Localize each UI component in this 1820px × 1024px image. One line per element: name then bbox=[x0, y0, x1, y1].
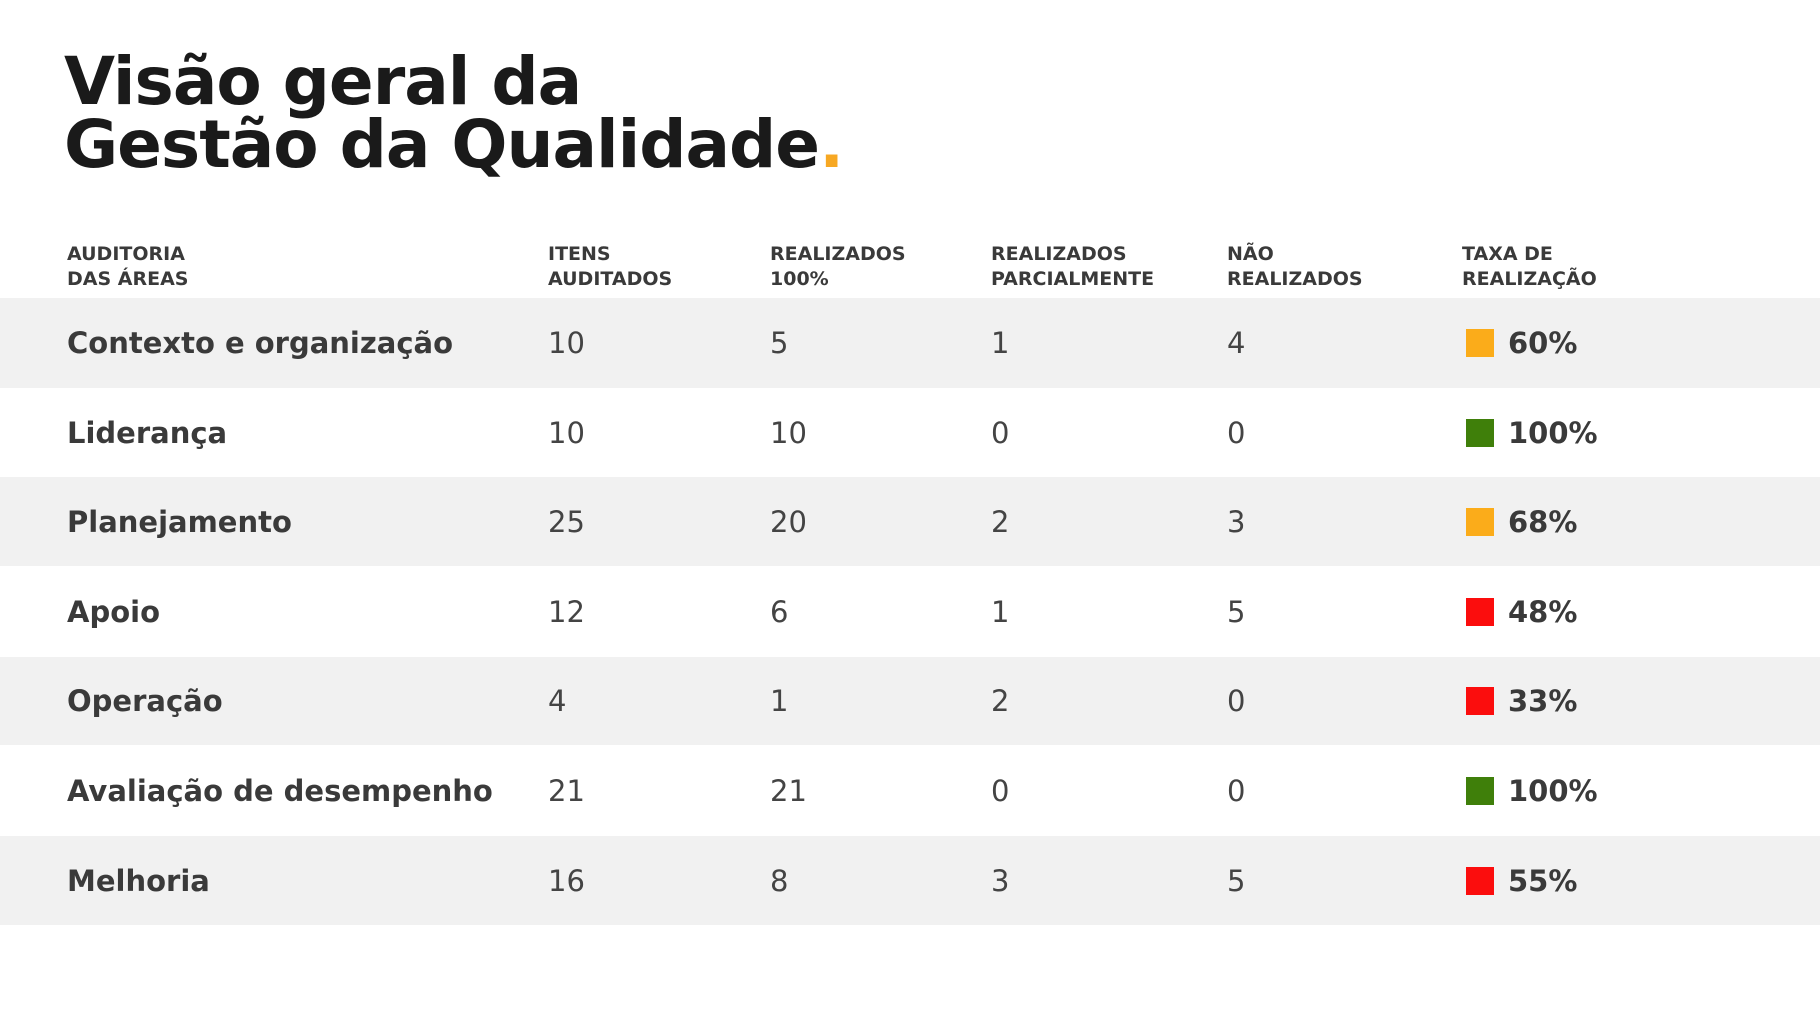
realizados-parcialmente: 3 bbox=[991, 863, 1010, 898]
header-taxa: TAXA DE REALIZAÇÃO bbox=[1462, 243, 1597, 290]
table-row: Operação 4 1 2 0 33% bbox=[0, 657, 1820, 745]
nao-realizados: 3 bbox=[1227, 504, 1246, 539]
itens-auditados: 16 bbox=[548, 863, 585, 898]
title-line-2-text: Gestão da Qualidade bbox=[64, 106, 820, 183]
area-name: Contexto e organização bbox=[67, 326, 454, 360]
itens-auditados: 4 bbox=[548, 684, 567, 718]
taxa-value: 48% bbox=[1508, 594, 1578, 629]
area-name: Melhoria bbox=[67, 863, 210, 898]
realizados-100: 5 bbox=[770, 326, 789, 360]
realizados-100: 1 bbox=[770, 684, 789, 718]
taxa-value: 33% bbox=[1508, 684, 1578, 718]
status-square-icon bbox=[1466, 418, 1494, 447]
nao-realizados: 0 bbox=[1227, 773, 1246, 808]
taxa-value: 60% bbox=[1508, 326, 1578, 360]
status-square-icon bbox=[1466, 507, 1494, 536]
table-row: Apoio 12 6 1 5 48% bbox=[0, 566, 1820, 657]
header-itens: ITENS AUDITADOS bbox=[548, 243, 673, 290]
header-parciais: REALIZADOS PARCIALMENTE bbox=[991, 243, 1155, 290]
header-auditoria: AUDITORIA DAS ÁREAS bbox=[67, 243, 189, 290]
table-row: Avaliação de desempenho 21 21 0 0 100% bbox=[0, 745, 1820, 836]
realizados-parcialmente: 2 bbox=[991, 504, 1010, 539]
table-body: Contexto e organização 10 5 1 4 60% Liderança 1… bbox=[0, 298, 1820, 925]
realizados-parcialmente: 1 bbox=[991, 326, 1010, 360]
taxa-realizacao: 68% bbox=[1462, 505, 1820, 539]
taxa-realizacao: 55% bbox=[1462, 864, 1820, 898]
nao-realizados: 0 bbox=[1227, 684, 1246, 718]
itens-auditados: 25 bbox=[548, 504, 585, 539]
itens-auditados: 12 bbox=[548, 594, 585, 629]
taxa-realizacao: 100% bbox=[1462, 416, 1820, 450]
header-realizados: REALIZADOS 100% bbox=[770, 243, 906, 290]
realizados-parcialmente: 0 bbox=[991, 773, 1010, 808]
taxa-value: 68% bbox=[1508, 504, 1578, 539]
header-nao-realizados: NÃO REALIZADOS bbox=[1227, 243, 1363, 290]
nao-realizados: 4 bbox=[1227, 326, 1246, 360]
area-name: Avaliação de desempenho bbox=[67, 773, 493, 808]
nao-realizados: 5 bbox=[1227, 863, 1246, 898]
realizados-100: 8 bbox=[770, 863, 789, 898]
area-name: Operação bbox=[67, 684, 223, 718]
itens-auditados: 21 bbox=[548, 773, 585, 808]
table-row: Liderança 10 10 0 0 100% bbox=[0, 388, 1820, 477]
table-row: Contexto e organização 10 5 1 4 60% bbox=[0, 298, 1820, 388]
realizados-parcialmente: 1 bbox=[991, 594, 1010, 629]
taxa-realizacao: 48% bbox=[1462, 595, 1820, 629]
realizados-100: 6 bbox=[770, 594, 789, 629]
status-square-icon bbox=[1466, 597, 1494, 626]
taxa-realizacao: 33% bbox=[1462, 684, 1820, 718]
realizados-parcialmente: 0 bbox=[991, 415, 1010, 450]
nao-realizados: 0 bbox=[1227, 415, 1246, 450]
title-line-2: Gestão da Qualidade. bbox=[64, 112, 844, 178]
status-square-icon bbox=[1466, 329, 1494, 357]
taxa-value: 100% bbox=[1508, 415, 1598, 450]
title-line-1: Visão geral da bbox=[64, 43, 582, 120]
realizados-100: 10 bbox=[770, 415, 807, 450]
table-row: Planejamento 25 20 2 3 68% bbox=[0, 477, 1820, 566]
quality-audit-table: AUDITORIA DAS ÁREAS ITENS AUDITADOS REAL… bbox=[0, 238, 1820, 925]
taxa-value: 55% bbox=[1508, 863, 1578, 898]
area-name: Liderança bbox=[67, 415, 228, 450]
area-name: Apoio bbox=[67, 594, 160, 629]
nao-realizados: 5 bbox=[1227, 594, 1246, 629]
page-title: Visão geral da Gestão da Qualidade. bbox=[64, 43, 844, 178]
status-square-icon bbox=[1466, 866, 1494, 895]
table-header: AUDITORIA DAS ÁREAS ITENS AUDITADOS REAL… bbox=[0, 238, 1820, 298]
table-row: Melhoria 16 8 3 5 55% bbox=[0, 836, 1820, 925]
realizados-parcialmente: 2 bbox=[991, 684, 1010, 718]
title-accent-dot: . bbox=[819, 106, 844, 183]
itens-auditados: 10 bbox=[548, 326, 585, 360]
realizados-100: 21 bbox=[770, 773, 807, 808]
status-square-icon bbox=[1466, 687, 1494, 715]
status-square-icon bbox=[1466, 776, 1494, 805]
taxa-realizacao: 60% bbox=[1462, 326, 1820, 360]
itens-auditados: 10 bbox=[548, 415, 585, 450]
area-name: Planejamento bbox=[67, 504, 292, 539]
taxa-value: 100% bbox=[1508, 773, 1598, 808]
taxa-realizacao: 100% bbox=[1462, 774, 1820, 808]
realizados-100: 20 bbox=[770, 504, 807, 539]
